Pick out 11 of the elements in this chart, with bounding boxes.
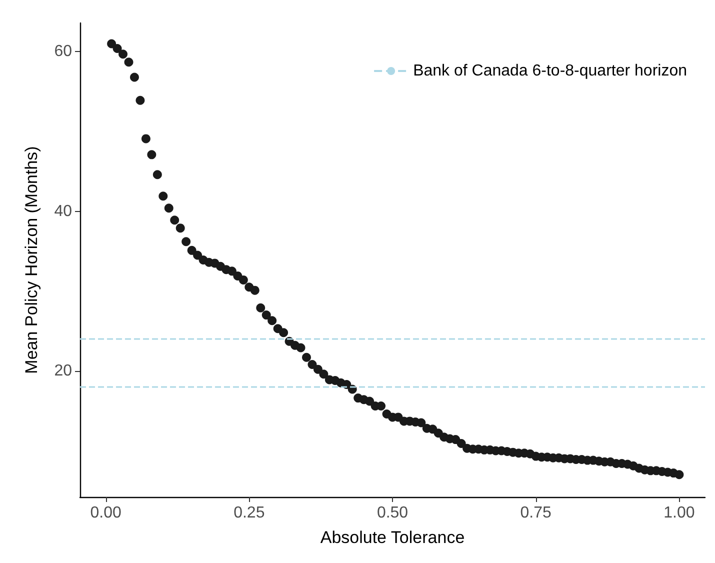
y-axis-title: Mean Policy Horizon (Months) bbox=[22, 146, 41, 374]
y-tick-label: 20 bbox=[54, 362, 72, 380]
x-tick-label: 1.00 bbox=[664, 504, 695, 522]
x-tick-label: 0.50 bbox=[376, 504, 408, 522]
x-tick-label: 0.25 bbox=[234, 504, 265, 522]
y-tick-label: 40 bbox=[54, 202, 72, 220]
x-axis-title: Absolute Tolerance bbox=[320, 528, 465, 547]
x-tick-label: 0.75 bbox=[520, 504, 552, 522]
x-tick-label: 0.00 bbox=[90, 504, 122, 522]
y-tick-label: 60 bbox=[54, 43, 72, 60]
legend-label: Bank of Canada 6-to-8-quarter horizon bbox=[413, 62, 687, 80]
